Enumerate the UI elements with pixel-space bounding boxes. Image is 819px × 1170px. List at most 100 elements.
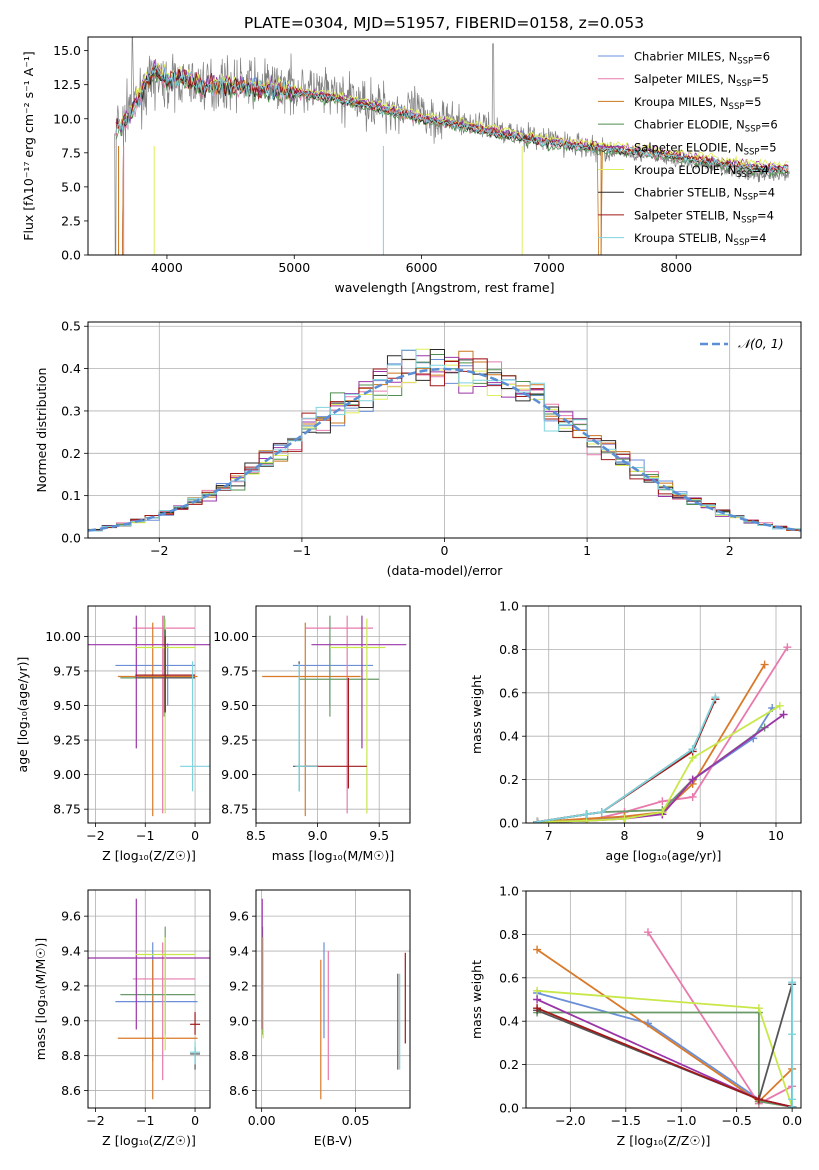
mass-weight-vs-Z-xtick-label: −0.5 bbox=[722, 1113, 752, 1128]
mass-weight-vs-Z-ytick-label: 0.4 bbox=[499, 1014, 519, 1029]
figure-title: PLATE=0304, MJD=51957, FIBERID=0158, z=0… bbox=[244, 14, 644, 32]
legend-sub: SSP bbox=[745, 125, 761, 135]
spectrum-xtick-label: 7000 bbox=[533, 260, 565, 275]
age-vs-Z-ytick-label: 8.75 bbox=[53, 802, 81, 817]
legend-suffix: =5 bbox=[760, 140, 777, 154]
mass-weight-vs-age-xtick-label: 8 bbox=[621, 828, 629, 843]
mass-vs-EBV-ytick-label: 9.4 bbox=[229, 944, 249, 959]
mass-weight-marker bbox=[533, 945, 542, 954]
age-vs-mass-frame bbox=[255, 605, 411, 824]
mass-weight-series-line bbox=[536, 998, 793, 1108]
age-vs-mass-grid bbox=[255, 606, 410, 823]
model-spectrum-line bbox=[115, 65, 789, 175]
age-vs-Z-axes: −2 −1 0 8.75 9.00 9.25 9.50 9.75 10.00 Z [log₁₀(Z… bbox=[15, 605, 211, 863]
legend-suffix: =6 bbox=[753, 50, 770, 64]
legend-suffix: =4 bbox=[749, 231, 766, 245]
spectrum-ytick-label: 15.0 bbox=[53, 43, 81, 58]
age-vs-Z-ytick-label: 9.25 bbox=[53, 733, 81, 748]
age-vs-mass-ytick-label: 9.50 bbox=[221, 698, 249, 713]
mass-vs-EBV-plot bbox=[261, 898, 406, 1100]
age-vs-mass-ytick-label: 9.00 bbox=[221, 767, 249, 782]
legend-label: Kroupa ELODIE, N bbox=[634, 163, 736, 177]
legend-suffix: =4 bbox=[757, 208, 774, 222]
age-vs-Z-xtick-label: −2 bbox=[86, 828, 104, 843]
mass-vs-Z-ytick-label: 9.0 bbox=[61, 1013, 81, 1028]
mass-weight-vs-age-grid bbox=[526, 605, 801, 824]
age-vs-Z-ytick-label: 9.50 bbox=[53, 698, 81, 713]
mass-vs-Z-xtick-label: 0 bbox=[191, 1113, 199, 1128]
mass-weight-vs-Z-ytick-label: 0.8 bbox=[499, 927, 519, 942]
spectrum-ytick-label: 10.0 bbox=[53, 111, 81, 126]
mass-weight-marker bbox=[754, 1095, 763, 1104]
mass-weight-marker bbox=[783, 643, 792, 652]
residuals-ylabel: Normed distribution bbox=[34, 368, 49, 493]
mass-vs-Z-plot bbox=[88, 898, 210, 1100]
mass-vs-EBV-axes: 0.00 0.05 8.6 8.8 9.0 9.2 9.4 9.6 E(B-V) bbox=[229, 889, 411, 1148]
mass-weight-vs-age-frame bbox=[525, 605, 802, 824]
mass-weight-marker bbox=[658, 797, 667, 806]
mass-weight-series-line bbox=[537, 698, 717, 823]
legend-entry: Salpeter MILES, NSSP=5 bbox=[634, 72, 769, 89]
legend-label: Salpeter MILES, N bbox=[634, 72, 736, 86]
mass-weight-marker bbox=[643, 928, 652, 937]
mass-weight-vs-age-ylabel: mass weight bbox=[469, 675, 484, 754]
legend-label: Chabrier MILES, N bbox=[634, 50, 737, 64]
residuals-ytick-label: 0.1 bbox=[61, 488, 81, 503]
legend-label: Kroupa STELIB, N bbox=[634, 231, 734, 245]
mass-weight-series-line bbox=[537, 989, 793, 1108]
mass-vs-EBV-ytick-label: 9.0 bbox=[229, 1013, 249, 1028]
mass-weight-marker bbox=[620, 814, 629, 823]
age-vs-Z-ytick-label: 10.00 bbox=[45, 629, 81, 644]
legend-entry: Chabrier MILES, NSSP=6 bbox=[634, 50, 770, 67]
age-vs-mass-ytick-label: 9.25 bbox=[221, 733, 249, 748]
age-vs-Z-ytick-label: 9.00 bbox=[53, 767, 81, 782]
mass-weight-vs-Z-ylabel: mass weight bbox=[469, 960, 484, 1039]
spectrum-ytick-label: 2.5 bbox=[61, 213, 81, 228]
mass-vs-Z-axes: −2 −1 0 8.6 8.8 9.0 9.2 9.4 9.6 Z [log₁₀(Z/Z☉)] ma… bbox=[33, 889, 211, 1148]
residuals-xtick-label: 2 bbox=[726, 543, 734, 558]
mass-weight-series-line bbox=[537, 707, 773, 823]
mass-vs-Z-ytick-label: 9.2 bbox=[61, 978, 81, 993]
legend-suffix: =5 bbox=[744, 95, 761, 109]
spectrum-xtick-label: 6000 bbox=[406, 260, 438, 275]
spectrum-ytick-label: 0.0 bbox=[61, 248, 81, 263]
mass-vs-Z-xlabel: Z [log₁₀(Z/Z☉)] bbox=[102, 1133, 196, 1148]
mass-weight-marker bbox=[788, 1030, 797, 1039]
residuals-plot bbox=[88, 348, 801, 532]
mass-vs-Z-grid bbox=[88, 890, 210, 1108]
spectrum-ytick-label: 7.5 bbox=[61, 145, 81, 160]
legend-label: Chabrier STELIB, N bbox=[634, 186, 742, 200]
mass-weight-vs-age-xlabel: age [log₁₀(age/yr)] bbox=[606, 848, 722, 863]
mass-weight-marker bbox=[533, 986, 542, 995]
spectrum-xtick-label: 4000 bbox=[151, 260, 183, 275]
mass-weight-series-line bbox=[537, 646, 789, 823]
legend-entry: Chabrier STELIB, NSSP=4 bbox=[634, 186, 775, 203]
mass-weight-marker bbox=[754, 1004, 763, 1013]
residuals-axes: −2 −1 0 1 2 0.0 0.1 0.2 0.3 0.4 0.5 (data-model)/er… bbox=[34, 319, 802, 578]
mass-weight-marker bbox=[597, 808, 606, 817]
mass-weight-series-line bbox=[537, 705, 781, 823]
legend-suffix: =6 bbox=[761, 118, 778, 132]
mass-vs-Z-ylabel: mass [log₁₀(M/M☉)] bbox=[33, 938, 48, 1060]
legend-label: 𝒩(0, 1) bbox=[738, 336, 784, 351]
residuals-frame bbox=[87, 321, 802, 539]
residuals-ytick-label: 0.2 bbox=[61, 446, 81, 461]
legend-entry: Chabrier ELODIE, NSSP=6 bbox=[634, 118, 778, 135]
mass-weight-vs-age-ytick-label: 0.8 bbox=[499, 642, 519, 657]
mass-weight-vs-age-plot bbox=[533, 643, 792, 823]
mass-weight-vs-age-ytick-label: 0.6 bbox=[499, 685, 519, 700]
age-vs-mass-ytick-label: 9.75 bbox=[221, 663, 249, 678]
mass-vs-EBV-ytick-label: 9.6 bbox=[229, 909, 249, 924]
mass-weight-vs-Z-ytick-label: 0.6 bbox=[499, 970, 519, 985]
mass-weight-vs-age-xtick-label: 9 bbox=[696, 828, 704, 843]
mass-weight-vs-Z-xlabel: Z [log₁₀(Z/Z☉)] bbox=[617, 1133, 711, 1148]
legend-label: Salpeter ELODIE, N bbox=[634, 140, 744, 154]
spectrum-xtick-label: 5000 bbox=[278, 260, 310, 275]
mass-weight-vs-Z-ytick-label: 0.2 bbox=[499, 1057, 519, 1072]
mass-weight-marker bbox=[533, 995, 542, 1004]
legend-sub: SSP bbox=[729, 102, 745, 112]
mass-weight-vs-age-ytick-label: 1.0 bbox=[499, 599, 519, 614]
mass-weight-series-line bbox=[537, 713, 785, 823]
age-vs-Z-ytick-label: 9.75 bbox=[53, 663, 81, 678]
